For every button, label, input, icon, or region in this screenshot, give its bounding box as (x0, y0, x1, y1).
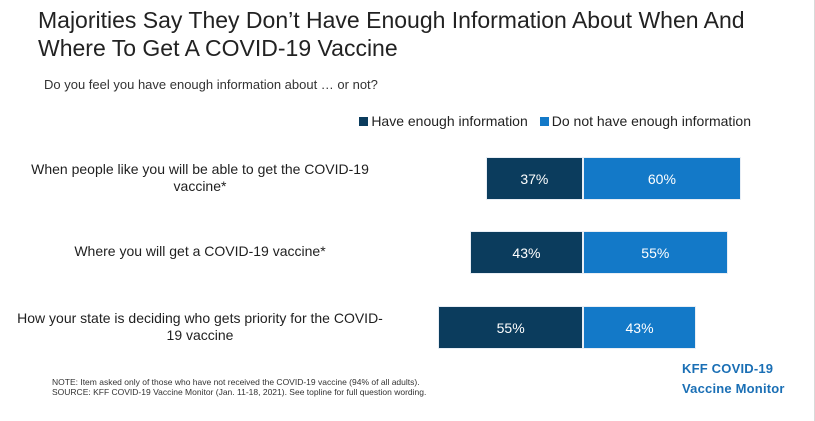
legend: Have enough information Do not have enou… (359, 113, 751, 129)
bar-have: 37% (485, 157, 583, 200)
kff-logo: KFF COVID-19 Vaccine Monitor (682, 359, 785, 399)
legend-swatch-have (359, 116, 369, 126)
legend-label-have: Have enough information (371, 113, 528, 129)
data-label-have: 43% (512, 244, 541, 261)
data-label-not: 55% (641, 244, 670, 261)
data-label-have: 37% (520, 170, 549, 187)
logo-line-2: Vaccine Monitor (682, 381, 785, 396)
bar-not: 55% (583, 231, 728, 274)
chart-subtitle: Do you feel you have enough information … (44, 77, 378, 92)
bar-have: 55% (438, 306, 583, 349)
data-label-have: 55% (496, 319, 525, 336)
data-label-not: 43% (625, 319, 654, 336)
bar-not: 43% (583, 306, 697, 349)
category-label: Where you will get a COVID-19 vaccine* (74, 243, 326, 259)
source-text: SOURCE: KFF COVID-19 Vaccine Monitor (Ja… (52, 387, 427, 397)
chart-title: Majorities Say They Don’t Have Enough In… (38, 7, 745, 61)
category-label: How your state is deciding who gets prio… (17, 309, 383, 343)
category-label: When people like you will be able to get… (31, 160, 369, 194)
legend-label-not: Do not have enough information (551, 113, 751, 129)
legend-item-have: Have enough information (359, 113, 528, 129)
footnote: NOTE: Item asked only of those who have … (52, 377, 426, 397)
bar-have: 43% (469, 231, 583, 274)
logo-line-1: KFF COVID-19 (682, 361, 774, 376)
legend-item-not: Do not have enough information (539, 113, 751, 129)
bar-not: 60% (583, 157, 741, 200)
legend-swatch-not (539, 116, 549, 126)
data-label-not: 60% (647, 170, 676, 187)
note-text: NOTE: Item asked only of those who have … (52, 377, 420, 387)
